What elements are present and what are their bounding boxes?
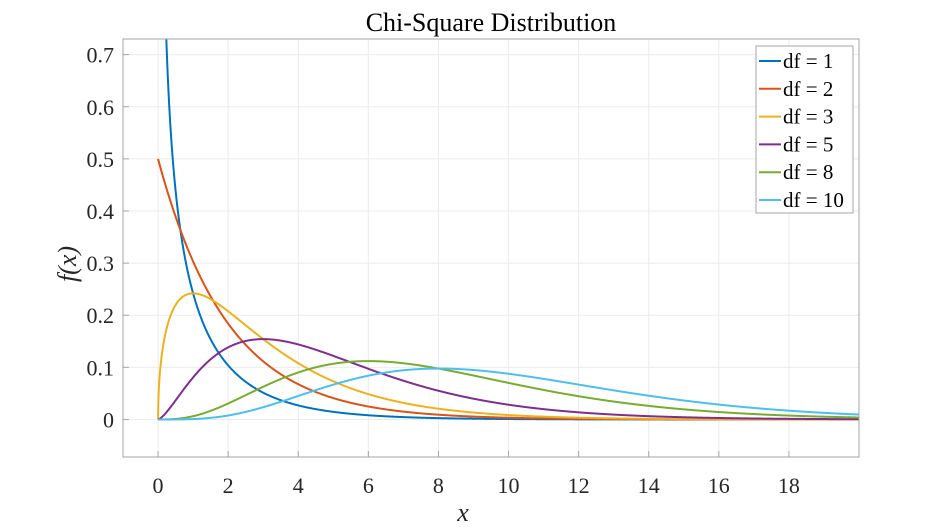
grid bbox=[123, 39, 859, 457]
x-tick-label: 0 bbox=[153, 473, 164, 498]
y-tick-label: 0.1 bbox=[87, 355, 115, 380]
legend-label-df-2: df = 2 bbox=[783, 77, 833, 101]
x-tick-label: 8 bbox=[433, 473, 444, 498]
axes-box bbox=[122, 38, 860, 458]
y-tick-label: 0.3 bbox=[87, 251, 115, 276]
x-tick-label: 14 bbox=[638, 473, 660, 498]
x-tick-label: 2 bbox=[223, 473, 234, 498]
ticks: 0 2 4 6 8 10 12 14 16 18 0 0.1 0.2 0.3 0.4 0.5 0.6 0.7 bbox=[87, 43, 800, 498]
y-tick-label: 0 bbox=[103, 407, 114, 432]
legend: df = 1 df = 2 df = 3 df = 5 df = 8 df = 10 bbox=[755, 45, 854, 214]
x-axis-label: x bbox=[456, 498, 469, 527]
x-tick-label: 6 bbox=[363, 473, 374, 498]
plot-background bbox=[123, 39, 859, 457]
x-tick-label: 10 bbox=[498, 473, 520, 498]
y-tick-label: 0.2 bbox=[87, 303, 115, 328]
series-line-df-5 bbox=[157, 338, 859, 421]
x-tick-label: 18 bbox=[778, 473, 800, 498]
legend-label-df-10: df = 10 bbox=[783, 188, 844, 212]
series-line-df-8 bbox=[157, 360, 859, 421]
x-tick-label: 12 bbox=[568, 473, 590, 498]
x-tick-label: 16 bbox=[708, 473, 730, 498]
legend-label-df-1: df = 1 bbox=[783, 49, 833, 73]
chart-title: Chi-Square Distribution bbox=[366, 8, 617, 37]
series-lines bbox=[157, 39, 859, 421]
series-line-df-10 bbox=[157, 367, 859, 421]
legend-box bbox=[755, 45, 854, 214]
legend-label-df-8: df = 8 bbox=[783, 160, 833, 184]
legend-label-df-5: df = 5 bbox=[783, 132, 833, 156]
y-tick-label: 0.4 bbox=[87, 199, 115, 224]
y-tick-label: 0.6 bbox=[87, 95, 115, 120]
y-tick-label: 0.7 bbox=[87, 43, 115, 68]
y-tick-label: 0.5 bbox=[87, 147, 115, 172]
y-axis-label: f(x) bbox=[53, 246, 82, 282]
x-tick-label: 4 bbox=[293, 473, 304, 498]
legend-label-df-3: df = 3 bbox=[783, 105, 833, 129]
